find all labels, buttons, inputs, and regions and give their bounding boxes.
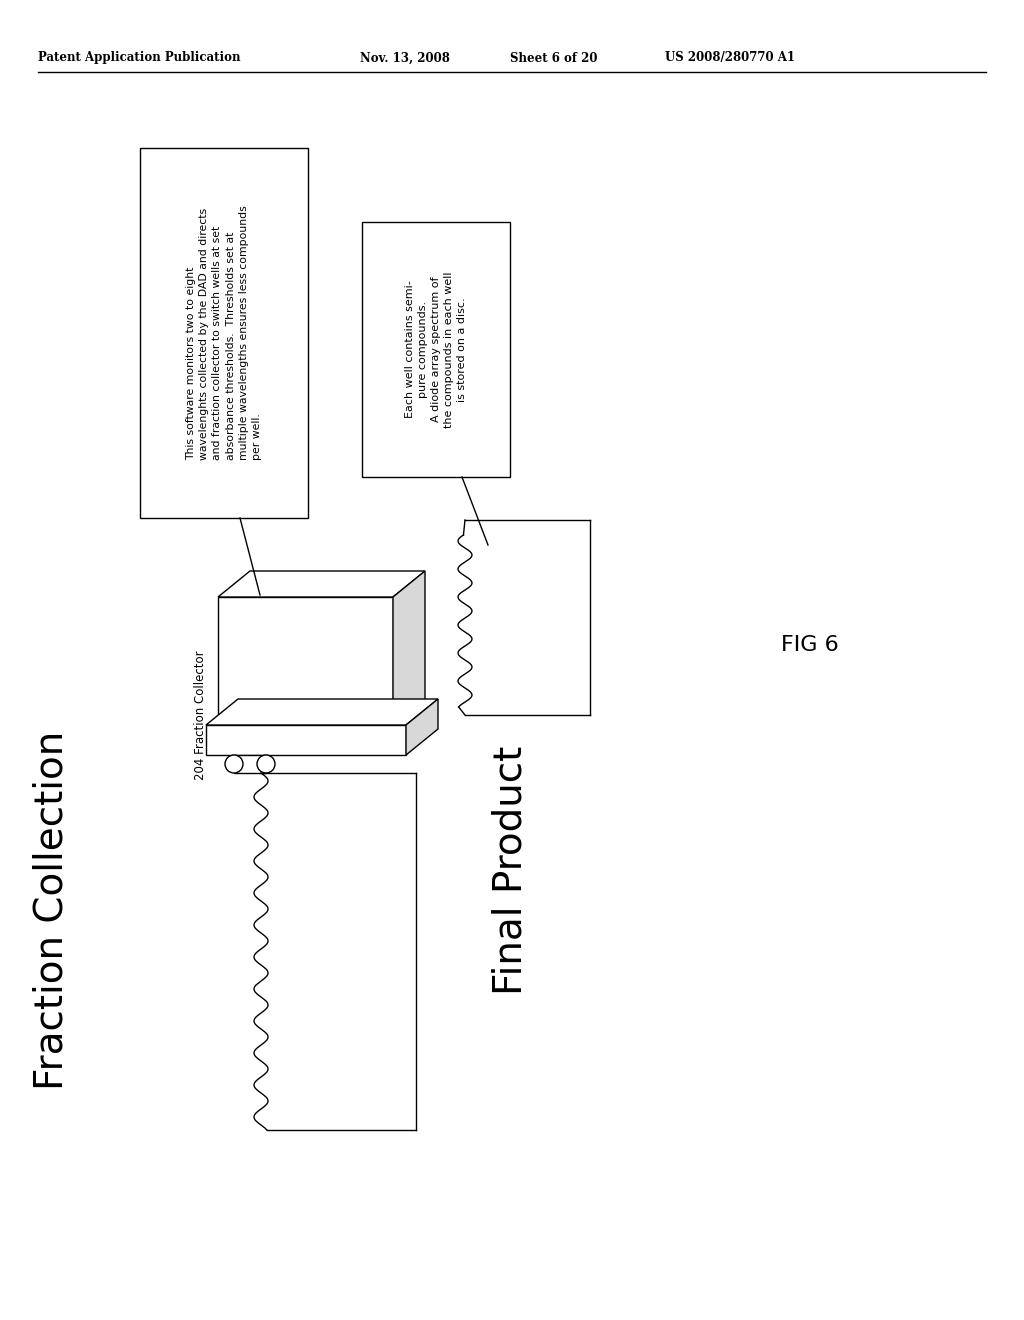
Bar (206, 725, 406, 755)
Text: FIG 6: FIG 6 (781, 635, 839, 655)
Text: This software monitors two to eight
wavelenghts collected by the DAD and directs: This software monitors two to eight wave… (186, 206, 262, 461)
Text: Each well contains semi-
pure compounds.
A diode array spectrum of
the compounds: Each well contains semi- pure compounds.… (404, 271, 467, 428)
Bar (234, 755, 266, 774)
Polygon shape (218, 572, 425, 597)
Circle shape (225, 755, 243, 774)
Text: US 2008/280770 A1: US 2008/280770 A1 (665, 51, 795, 65)
Polygon shape (393, 572, 425, 725)
Bar (140, 148, 308, 517)
Text: Patent Application Publication: Patent Application Publication (38, 51, 241, 65)
Polygon shape (406, 700, 438, 755)
Bar (362, 222, 510, 477)
Circle shape (257, 755, 275, 774)
Text: Sheet 6 of 20: Sheet 6 of 20 (510, 51, 597, 65)
Polygon shape (206, 700, 438, 725)
Text: 204 Fraction Collector: 204 Fraction Collector (194, 651, 207, 780)
Text: Nov. 13, 2008: Nov. 13, 2008 (360, 51, 450, 65)
Text: Final Product: Final Product (490, 746, 529, 995)
Text: Fraction Collection: Fraction Collection (33, 730, 71, 1089)
Bar (218, 597, 393, 725)
